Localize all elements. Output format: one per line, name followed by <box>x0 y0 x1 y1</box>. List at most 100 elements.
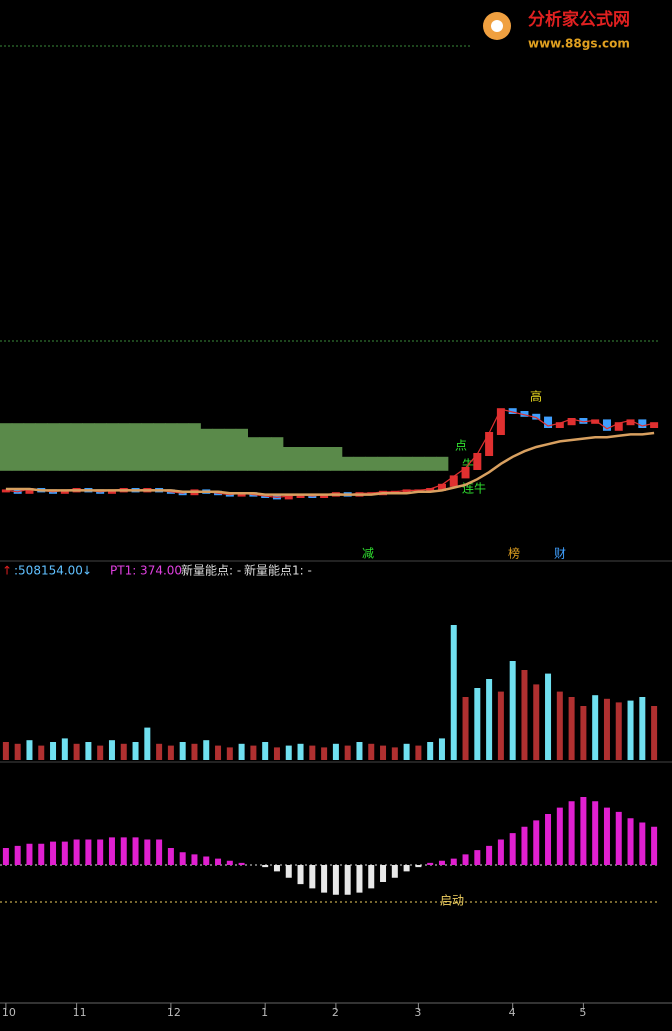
indicator-value: PT1: 374.00 <box>110 564 182 578</box>
volume-bar <box>474 688 481 760</box>
cloud-area <box>259 437 272 471</box>
macd-bar <box>474 850 481 865</box>
macd-bar <box>215 858 222 865</box>
candle <box>284 495 293 500</box>
indicator-value: :508154.00 <box>14 564 83 578</box>
price-label: 高 <box>530 389 542 404</box>
macd-bar <box>120 837 127 865</box>
volume-bar <box>50 742 57 760</box>
arrow-icon: ↑ <box>2 564 12 578</box>
candle <box>473 453 482 470</box>
macd-bar <box>14 845 21 865</box>
cloud-area <box>212 428 225 471</box>
macd-bar <box>450 858 457 865</box>
volume-bar <box>403 743 410 760</box>
macd-bar <box>462 854 469 865</box>
cloud-area <box>129 423 142 471</box>
volume-bar <box>120 743 127 760</box>
candle <box>508 408 517 414</box>
watermark-title: 分析家公式网 <box>528 9 630 30</box>
cloud-area <box>318 447 331 471</box>
indicator-value: 新量能点: - <box>181 563 241 578</box>
cloud-area <box>223 428 237 471</box>
volume-bar <box>179 742 186 760</box>
macd-bar <box>144 839 151 865</box>
cloud-area <box>141 423 154 471</box>
candle <box>544 416 553 428</box>
volume-bar <box>615 702 622 760</box>
macd-bar <box>132 837 139 865</box>
logo-icon <box>491 20 503 32</box>
volume-bar <box>568 697 575 760</box>
volume-bar <box>238 743 245 760</box>
volume-bar <box>521 670 528 760</box>
cloud-area <box>436 456 449 471</box>
macd-bar <box>156 839 163 865</box>
macd-bar <box>568 801 575 865</box>
macd-bar <box>321 865 328 893</box>
macd-bar <box>368 865 375 889</box>
cloud-area <box>235 428 248 471</box>
cloud-area <box>47 423 60 471</box>
macd-bar <box>580 797 587 865</box>
volume-bar <box>285 745 292 760</box>
cloud-area <box>400 456 413 471</box>
signal-label: 财 <box>554 547 566 561</box>
volume-bar <box>108 740 115 760</box>
x-tick-label: 3 <box>414 1006 421 1019</box>
x-tick-label: 5 <box>579 1006 586 1019</box>
candle <box>567 418 576 426</box>
macd-bar <box>61 841 68 865</box>
indicator-value: 新量能点1: - <box>244 563 312 578</box>
price-label: 连牛 <box>462 481 486 496</box>
volume-bar <box>380 745 387 760</box>
macd-bar <box>427 862 434 865</box>
volume-bar <box>144 727 151 760</box>
volume-bar <box>273 747 280 760</box>
cloud-area <box>271 437 284 471</box>
x-tick-label: 1 <box>261 1006 268 1019</box>
cloud-area <box>294 447 307 471</box>
volume-bar <box>603 698 610 760</box>
x-tick-label: 2 <box>332 1006 339 1019</box>
volume-bar <box>639 697 646 760</box>
macd-bar <box>356 865 363 893</box>
volume-bar <box>592 695 599 760</box>
volume-bar <box>627 700 634 760</box>
cloud-area <box>94 423 107 471</box>
cloud-area <box>106 423 119 471</box>
candle <box>638 419 647 428</box>
volume-bar <box>651 706 658 760</box>
candle <box>555 422 564 428</box>
cloud-area <box>365 456 378 471</box>
cloud-area <box>188 423 201 471</box>
macd-bar <box>533 820 540 865</box>
volume-bar <box>486 679 493 760</box>
cloud-area <box>330 447 343 471</box>
candle <box>485 432 494 456</box>
cloud-area <box>23 423 36 471</box>
macd-bar <box>26 843 33 865</box>
volume-bar <box>250 745 257 760</box>
volume-bar <box>85 742 92 760</box>
volume-bar <box>309 745 316 760</box>
macd-bar <box>2 848 9 865</box>
macd-bar <box>285 865 292 878</box>
macd-bar <box>545 814 552 865</box>
macd-bar <box>238 862 245 865</box>
macd-bar <box>332 865 339 895</box>
volume-bar <box>368 743 375 760</box>
volume-bar <box>226 747 233 760</box>
macd-bar <box>380 865 387 882</box>
volume-bar <box>356 742 363 760</box>
candle <box>520 411 529 417</box>
macd-label: 启动 <box>440 894 464 908</box>
volume-bar <box>167 745 174 760</box>
volume-bar <box>427 742 434 760</box>
cloud-area <box>82 423 95 471</box>
macd-bar <box>556 807 563 865</box>
volume-bar <box>2 742 9 760</box>
cloud-area <box>353 456 366 471</box>
macd-bar <box>50 841 57 865</box>
macd-bar <box>191 854 198 865</box>
